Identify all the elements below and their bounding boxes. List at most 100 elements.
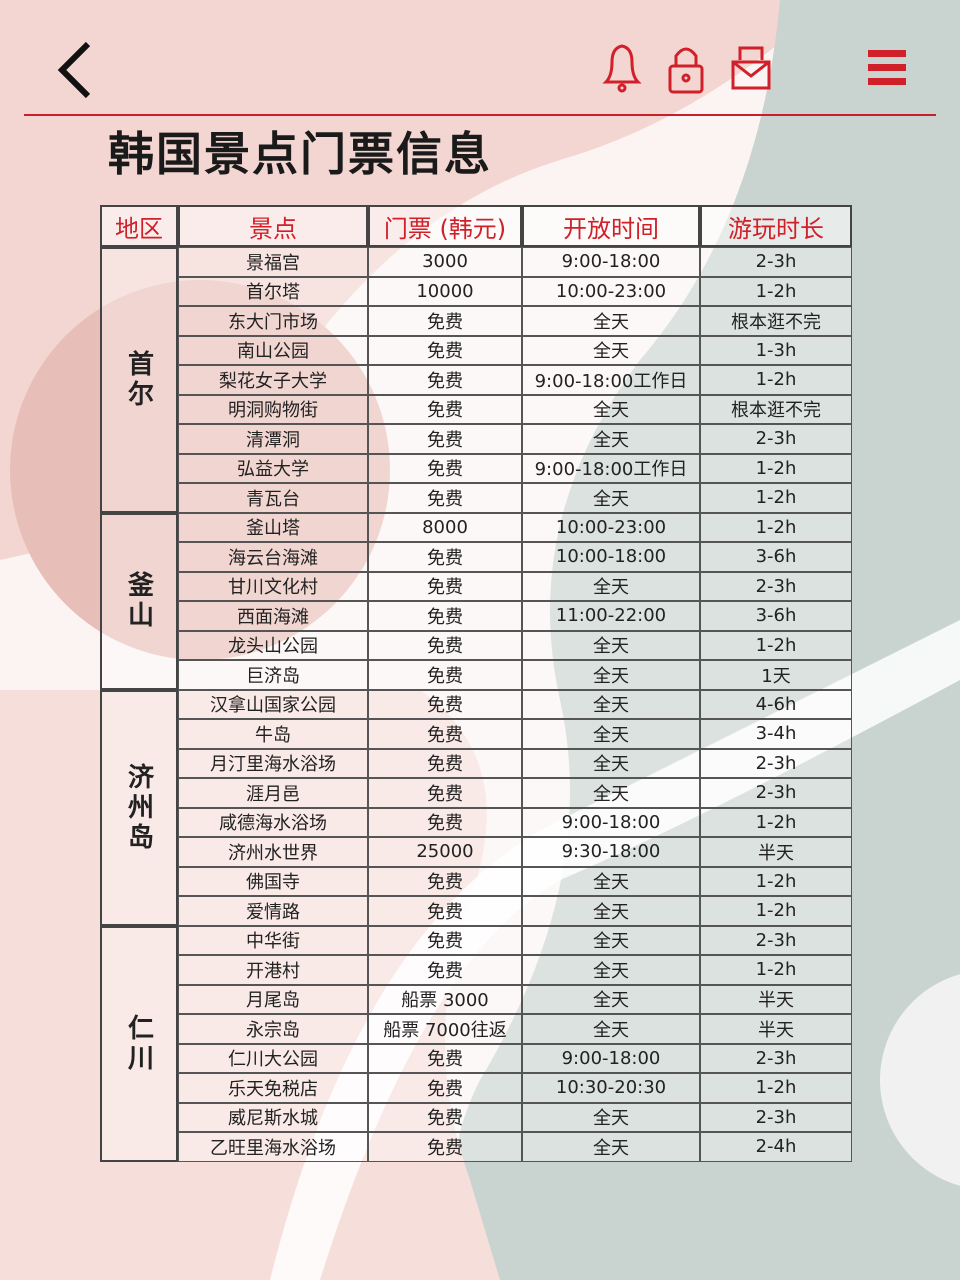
table-cell: 乐天免税店 (178, 1073, 368, 1103)
table-cell: 免费 (368, 955, 522, 985)
table-cell: 咸德海水浴场 (178, 807, 368, 837)
table-cell: 甘川文化村 (178, 571, 368, 601)
table-cell: 全天 (522, 660, 700, 690)
table-cell: 10:00-23:00 (522, 276, 700, 306)
table-cell: 1-2h (700, 1073, 852, 1103)
table-cell: 1-3h (700, 335, 852, 365)
table-cell: 10:00-18:00 (522, 542, 700, 572)
table-cell: 免费 (368, 571, 522, 601)
table-cell: 1-2h (700, 955, 852, 985)
table-cell: 免费 (368, 925, 522, 955)
table-cell: 1-2h (700, 807, 852, 837)
table-cell: 免费 (368, 660, 522, 690)
table-cell: 全天 (522, 571, 700, 601)
table-cell: 1-2h (700, 276, 852, 306)
table-cell: 中华街 (178, 925, 368, 955)
table-cell: 1天 (700, 660, 852, 690)
table-cell: 免费 (368, 542, 522, 572)
table-cell: 全天 (522, 424, 700, 454)
table-cell: 免费 (368, 748, 522, 778)
table-cell: 海云台海滩 (178, 542, 368, 572)
table-cell: 爱情路 (178, 896, 368, 926)
table-cell: 免费 (368, 483, 522, 513)
table-cell: 西面海滩 (178, 601, 368, 631)
table-cell: 1-2h (700, 483, 852, 513)
table-cell: 永宗岛 (178, 1014, 368, 1044)
table-cell: 船票 3000 (368, 984, 522, 1014)
table-cell: 乙旺里海水浴场 (178, 1132, 368, 1162)
table-cell: 首尔塔 (178, 276, 368, 306)
table-cell: 9:00-18:00 (522, 1043, 700, 1073)
table-cell: 1-2h (700, 453, 852, 483)
table-cell: 免费 (368, 365, 522, 395)
table-cell: 全天 (522, 896, 700, 926)
column-header: 游玩时长 (700, 205, 852, 247)
table-cell: 10:00-23:00 (522, 512, 700, 542)
table-cell: 全天 (522, 483, 700, 513)
table-cell: 清潭洞 (178, 424, 368, 454)
table-cell: 免费 (368, 1132, 522, 1162)
table-cell: 3-6h (700, 542, 852, 572)
table-cell: 1-2h (700, 630, 852, 660)
table-cell: 仁川大公园 (178, 1043, 368, 1073)
table-cell: 景福宫 (178, 247, 368, 277)
table-cell: 免费 (368, 424, 522, 454)
table-cell: 全天 (522, 1014, 700, 1044)
table-cell: 威尼斯水城 (178, 1102, 368, 1132)
table-cell: 1-2h (700, 866, 852, 896)
table-cell: 10000 (368, 276, 522, 306)
table-cell: 4-6h (700, 689, 852, 719)
table-cell: 免费 (368, 630, 522, 660)
table-cell: 免费 (368, 1102, 522, 1132)
table-cell: 2-3h (700, 571, 852, 601)
region-cell: 首尔 (100, 247, 178, 513)
table-cell: 1-2h (700, 512, 852, 542)
table-cell: 3000 (368, 247, 522, 277)
table-cell: 全天 (522, 394, 700, 424)
table-cell: 3-4h (700, 719, 852, 749)
table-cell: 2-3h (700, 925, 852, 955)
table-cell: 8000 (368, 512, 522, 542)
table-cell: 青瓦台 (178, 483, 368, 513)
table-cell: 全天 (522, 335, 700, 365)
table-cell: 全天 (522, 778, 700, 808)
table-cell: 月汀里海水浴场 (178, 748, 368, 778)
table-cell: 全天 (522, 306, 700, 336)
table-cell: 2-3h (700, 1102, 852, 1132)
table-cell: 月尾岛 (178, 984, 368, 1014)
table-cell: 免费 (368, 306, 522, 336)
table-cell: 免费 (368, 601, 522, 631)
table-cell: 根本逛不完 (700, 394, 852, 424)
table-cell: 免费 (368, 1043, 522, 1073)
table-cell: 龙头山公园 (178, 630, 368, 660)
table-cell: 牛岛 (178, 719, 368, 749)
table-cell: 2-3h (700, 247, 852, 277)
column-header: 门票 (韩元) (368, 205, 522, 247)
table-cell: 全天 (522, 1102, 700, 1132)
title: 韩国景点门票信息 (108, 127, 492, 181)
table-cell: 全天 (522, 866, 700, 896)
table-cell: 涯月邑 (178, 778, 368, 808)
table-cell: 1-2h (700, 365, 852, 395)
table-cell: 免费 (368, 896, 522, 926)
table-cell: 免费 (368, 1073, 522, 1103)
table-cell: 9:30-18:00 (522, 837, 700, 867)
table-cell: 1-2h (700, 896, 852, 926)
table-cell: 全天 (522, 748, 700, 778)
table-cell: 免费 (368, 394, 522, 424)
region-cell: 仁川 (100, 925, 178, 1162)
table-cell: 全天 (522, 719, 700, 749)
table-cell: 免费 (368, 719, 522, 749)
column-header: 开放时间 (522, 205, 700, 247)
table-cell: 11:00-22:00 (522, 601, 700, 631)
table-cell: 3-6h (700, 601, 852, 631)
table-cell: 9:00-18:00 (522, 247, 700, 277)
table-cell: 船票 7000往返 (368, 1014, 522, 1044)
table-cell: 全天 (522, 984, 700, 1014)
table-cell: 2-3h (700, 778, 852, 808)
table-cell: 东大门市场 (178, 306, 368, 336)
column-header: 景点 (178, 205, 368, 247)
table-cell: 梨花女子大学 (178, 365, 368, 395)
table-cell: 全天 (522, 925, 700, 955)
